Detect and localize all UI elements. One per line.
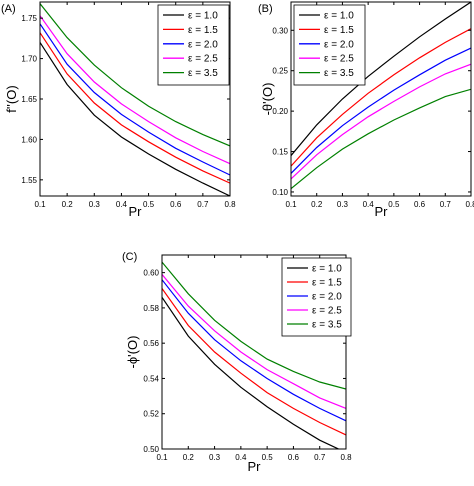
panel-b: 0.1 0.2 0.3 0.4 0.5 0.6 0.7 0.8 0.10 0.15 0.20 0.25…: [258, 1, 474, 219]
panel-a: 0.1 0.2 0.3 0.4 0.5 0.6 0.7 0.8 1.55 1.60 1.65 1.70…: [1, 1, 236, 219]
x-axis-label: Pr: [248, 459, 262, 474]
series-line-0: [162, 296, 340, 449]
series-line-2: [40, 23, 230, 176]
series-line-4: [40, 3, 230, 147]
x-tick-label: 0.7: [314, 453, 326, 462]
x-axis-label: Pr: [375, 204, 389, 219]
y-axis-label: -θ'(O): [260, 83, 275, 116]
legend-label-3: ε = 2.5: [188, 54, 218, 65]
x-tick-label: 0.2: [183, 453, 195, 462]
x-axis-label: Pr: [129, 204, 143, 219]
x-tick-label: 0.3: [337, 200, 349, 209]
x-tick-label: 0.1: [156, 453, 168, 462]
series-line-1: [162, 288, 346, 436]
legend-label-3: ε = 2.5: [312, 306, 342, 317]
series-line-0: [40, 42, 230, 196]
panel-label: (A): [1, 3, 16, 15]
y-tick-label: 0.25: [272, 67, 288, 76]
legend-box: [157, 4, 230, 86]
legend-box: [293, 4, 366, 86]
plot-frame: [290, 1, 472, 197]
y-tick-label: 1.60: [21, 135, 37, 144]
y-tick-label: 0.54: [143, 374, 159, 383]
series-line-1: [291, 28, 471, 167]
legend-label-4: ε = 3.5: [312, 320, 342, 331]
x-tick-label: 0.3: [89, 200, 101, 209]
legend-label-2: ε = 2.0: [324, 39, 354, 50]
x-tick-label: 0.4: [235, 453, 247, 462]
x-tick-label: 0.6: [170, 200, 182, 209]
y-tick-label: 0.58: [143, 304, 159, 313]
y-tick-label: 1.75: [21, 14, 37, 23]
legend-label-0: ε = 1.0: [312, 264, 342, 275]
legend-label-1: ε = 1.5: [324, 25, 354, 36]
x-tick-label: 0.6: [288, 453, 300, 462]
x-tick-label: 0.4: [116, 200, 128, 209]
legend-label-3: ε = 2.5: [324, 54, 354, 65]
series-line-1: [40, 32, 230, 184]
legend-label-0: ε = 1.0: [324, 11, 354, 22]
series-line-3: [40, 15, 230, 165]
x-tick-label: 0.2: [62, 200, 74, 209]
y-tick-label: 1.70: [21, 55, 37, 64]
y-tick-label: 0.15: [272, 148, 288, 157]
x-tick-label: 0.5: [388, 200, 400, 209]
y-tick-label: 0.10: [272, 188, 288, 197]
x-tick-label: 0.7: [440, 200, 452, 209]
series-line-3: [291, 63, 471, 180]
plot-frame: [161, 254, 347, 450]
x-tick-label: 0.8: [224, 200, 236, 209]
legend-label-2: ε = 2.0: [312, 292, 342, 303]
x-tick-label: 0.5: [262, 453, 274, 462]
series-line-3: [162, 274, 346, 409]
x-tick-label: 0.8: [340, 453, 352, 462]
y-tick-label: 0.30: [272, 26, 288, 35]
x-tick-label: 0.2: [311, 200, 323, 209]
legend-box: [281, 257, 352, 337]
x-tick-label: 0.5: [143, 200, 155, 209]
legend-label-0: ε = 1.0: [188, 11, 218, 22]
legend-label-4: ε = 3.5: [188, 68, 218, 79]
panel-label: (C): [122, 251, 137, 263]
y-tick-label: 0.60: [143, 269, 159, 278]
x-tick-label: 0.1: [34, 200, 46, 209]
series-line-4: [291, 88, 471, 190]
legend-label-4: ε = 3.5: [324, 68, 354, 79]
x-tick-label: 0.4: [363, 200, 375, 209]
panel-label: (B): [258, 3, 273, 15]
series-line-0: [291, 2, 471, 156]
legend-label-1: ε = 1.5: [312, 278, 342, 289]
legend-label-2: ε = 2.0: [188, 39, 218, 50]
legend-label-1: ε = 1.5: [188, 25, 218, 36]
x-tick-label: 0.6: [414, 200, 426, 209]
y-tick-label: 0.50: [143, 445, 159, 454]
y-axis-label: -ϕ'(O): [125, 336, 140, 369]
series-line-2: [291, 47, 471, 174]
x-tick-label: 0.8: [465, 200, 474, 209]
x-tick-label: 0.3: [209, 453, 221, 462]
y-tick-label: 1.55: [21, 176, 37, 185]
y-tick-label: 0.20: [272, 107, 288, 116]
series-line-2: [162, 279, 346, 422]
x-tick-label: 0.7: [197, 200, 209, 209]
y-axis-label: f''(O): [4, 85, 19, 112]
y-tick-label: 1.65: [21, 95, 37, 104]
panel-c: 0.1 0.2 0.3 0.4 0.5 0.6 0.7 0.8 0.50 0.52 0.54 0.56…: [122, 251, 352, 474]
y-tick-label: 0.56: [143, 339, 159, 348]
series-line-4: [162, 261, 346, 390]
y-tick-label: 0.52: [143, 410, 159, 419]
x-tick-label: 0.1: [285, 200, 297, 209]
